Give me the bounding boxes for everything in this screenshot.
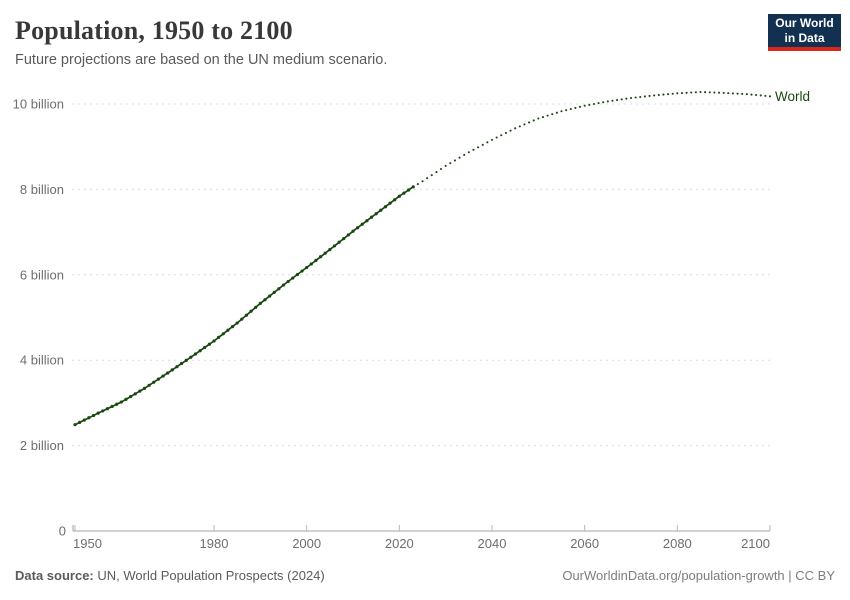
y-tick-label: 8 billion [20,182,64,197]
owid-logo-line1: Our World [775,16,834,30]
x-axis: 1950 1980 2000 2020 2040 2060 2080 2100 [73,525,771,551]
x-tick-label: 1980 [200,536,229,551]
data-source: Data source: UN, World Population Prospe… [15,568,325,583]
y-tick-label: 10 billion [13,97,64,112]
chart-subtitle: Future projections are based on the UN m… [15,52,388,68]
y-tick-label: 4 billion [20,353,64,368]
data-source-label: Data source: [15,568,94,583]
owid-logo-line2: in Data [784,30,825,45]
chart-title: Population, 1950 to 2100 [15,16,293,45]
y-tick-label: 6 billion [20,267,64,282]
x-tick-label: 2040 [478,536,507,551]
gridlines [72,103,770,532]
data-source-text: UN, World Population Prospects (2024) [97,568,325,583]
series-label-world[interactable]: World [775,89,810,104]
x-tick-label: 2020 [385,536,414,551]
y-tick-label: 2 billion [20,438,64,453]
x-tick-label: 2080 [663,536,692,551]
x-tick-label: 1950 [73,536,102,551]
footer-credit-link[interactable]: OurWorldinData.org/population-growth | C… [562,568,835,583]
x-tick-label: 2100 [741,536,770,551]
x-tick-label: 2060 [570,536,599,551]
series-world [73,90,772,427]
owid-logo[interactable]: Our World in Data [768,14,841,51]
x-tick-label: 2000 [292,536,321,551]
y-tick-label: 0 [59,524,66,539]
